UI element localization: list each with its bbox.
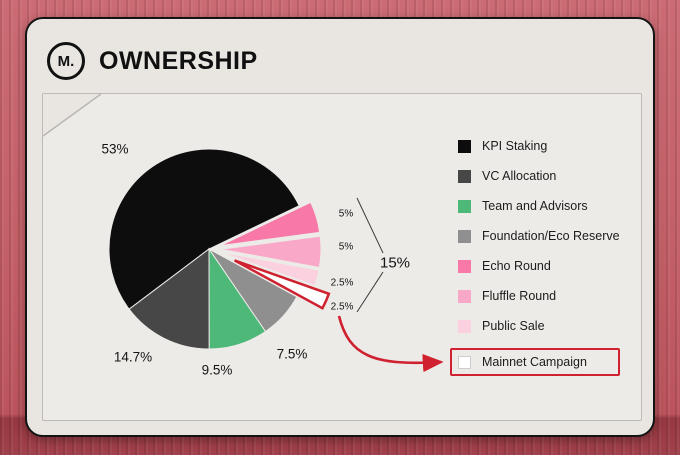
legend-label: Public Sale <box>482 319 545 333</box>
legend-item-public-sale: Public Sale <box>458 318 620 334</box>
legend-item-echo-round: Echo Round <box>458 258 620 274</box>
legend-swatch <box>458 289 471 303</box>
pie-slice-fluffle-round <box>220 235 322 269</box>
pie-label-foundation: 7.5% <box>276 346 308 362</box>
pie-label-mainnet-campaign: 2.5% <box>330 301 354 313</box>
brand-logo-text: M. <box>57 52 75 70</box>
legend-swatch <box>458 229 471 243</box>
pie-label-kpi-staking: 53% <box>101 141 129 157</box>
legend-item-kpi-staking: KPI Staking <box>458 138 620 154</box>
legend-label: Team and Advisors <box>482 199 588 213</box>
legend-label: Echo Round <box>482 259 551 273</box>
pie-slice-kpi-staking <box>108 148 300 310</box>
pie-slice-team-and-advisors <box>208 247 267 350</box>
header: M. OWNERSHIP <box>47 41 258 81</box>
pie-label-vc-allocation: 14.7% <box>113 349 153 365</box>
legend-swatch <box>458 139 471 153</box>
corner-cut-line <box>43 94 102 137</box>
legend-label: VC Allocation <box>482 169 557 183</box>
pie-label-public-sale: 2.5% <box>330 277 354 289</box>
legend-label: Fluffle Round <box>482 289 557 303</box>
pie-slice-mainnet-campaign <box>233 259 331 310</box>
pie-slice-foundation-eco-reserve <box>208 248 298 333</box>
group-bracket-bottom-line <box>356 271 384 313</box>
pie-slice-echo-round <box>220 201 321 247</box>
legend-swatch <box>458 319 471 333</box>
chart-panel: 53% 14.7% 9.5% 7.5% 5% 5% 2.5% 2.5% 15% … <box>42 93 642 421</box>
corner-cut-decoration <box>43 94 101 136</box>
legend: KPI Staking VC Allocation Team and Advisor… <box>450 138 620 390</box>
group-bracket-top-line <box>356 197 384 254</box>
legend-swatch <box>458 259 471 273</box>
legend-label: Foundation/Eco Reserve <box>482 229 620 243</box>
pie-slice-vc-allocation <box>128 247 210 350</box>
legend-label: KPI Staking <box>482 139 548 153</box>
legend-item-vc-allocation: VC Allocation <box>458 168 620 184</box>
legend-label: Mainnet Campaign <box>482 355 587 369</box>
legend-swatch <box>458 169 471 183</box>
legend-item-foundation-eco-reserve: Foundation/Eco Reserve <box>458 228 620 244</box>
pie-slice-public-sale <box>220 251 320 287</box>
legend-swatch <box>458 355 471 369</box>
pie-label-fluffle-round: 5% <box>338 241 354 253</box>
pie-label-team-and-advisors: 9.5% <box>201 362 233 378</box>
legend-item-mainnet-campaign: Mainnet Campaign <box>450 348 620 376</box>
ownership-card: M. OWNERSHIP 53% 14.7% 9.5% 7.5% 5% <box>25 17 655 437</box>
pie-label-echo-round: 5% <box>338 208 354 220</box>
legend-swatch <box>458 199 471 213</box>
page-title: OWNERSHIP <box>99 46 258 75</box>
brand-logo: M. <box>47 42 85 80</box>
legend-item-fluffle-round: Fluffle Round <box>458 288 620 304</box>
pie-chart <box>108 148 331 350</box>
annotation-arrow <box>337 315 444 373</box>
pie-group-annotation: 15% <box>379 254 411 272</box>
legend-item-team-and-advisors: Team and Advisors <box>458 198 620 214</box>
